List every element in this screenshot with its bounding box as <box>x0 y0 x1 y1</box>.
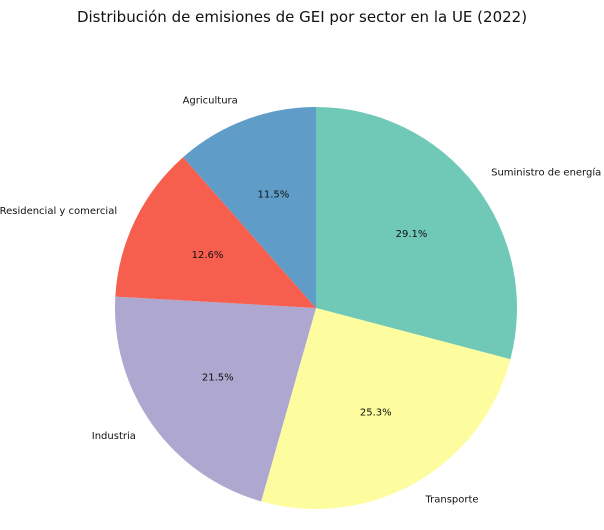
slices-layer <box>114 107 518 510</box>
pie-slice-transporte <box>261 308 511 510</box>
pie-slice-residencial-y-comercial <box>115 157 316 308</box>
chart-title: Distribución de emisiones de GEI por sec… <box>76 8 528 26</box>
pct-label-residencial-y-comercial: 12.6% <box>192 250 224 261</box>
pct-label-suministro-de-energia: 29.1% <box>396 229 428 240</box>
labels-layer: 29.1% Suministro de energía 25.3% Transport… <box>0 96 601 506</box>
slice-label-industria: Industria <box>92 431 136 442</box>
pie-slice-agricultura <box>183 107 316 308</box>
pie-slice-industria <box>114 296 316 502</box>
pct-label-transporte: 25.3% <box>360 407 392 418</box>
slice-label-agricultura: Agricultura <box>183 96 238 107</box>
pie-slice-suministro-de-energia <box>316 107 518 360</box>
slice-label-residencial-y-comercial: Residencial y comercial <box>0 206 117 217</box>
pct-label-industria: 21.5% <box>202 373 234 384</box>
slice-label-transporte: Transporte <box>425 495 479 506</box>
pct-label-agricultura: 11.5% <box>258 190 290 201</box>
slice-label-suministro-de-energia: Suministro de energía <box>491 167 601 179</box>
